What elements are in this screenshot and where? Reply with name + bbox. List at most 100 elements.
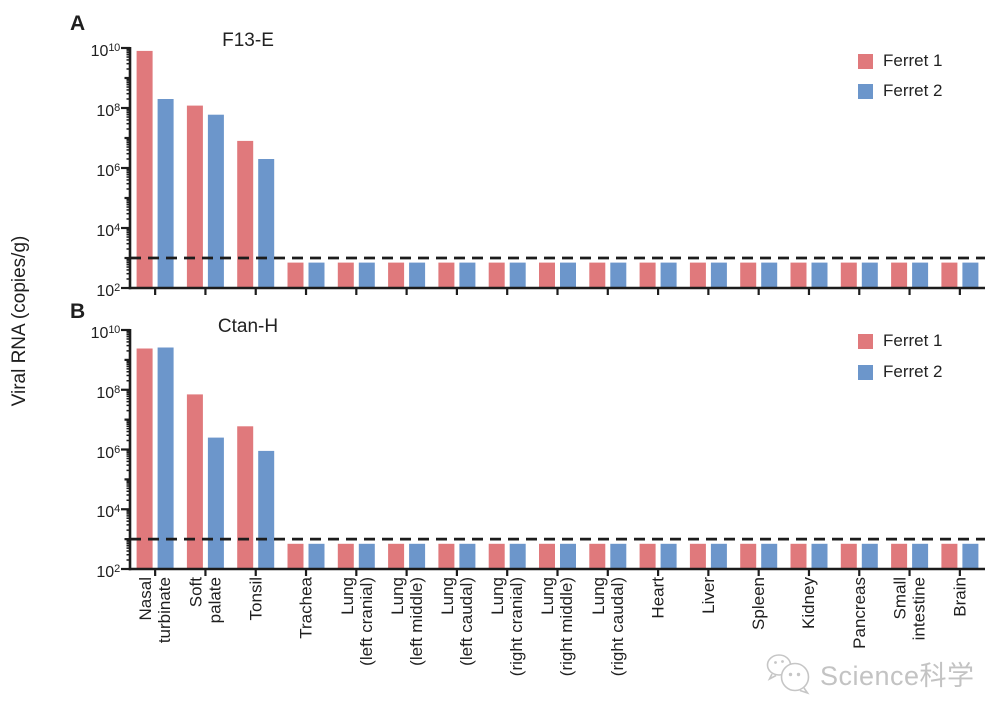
bar-B-ferret2-2 (258, 450, 275, 569)
bar-B-ferret2-9 (610, 543, 627, 569)
bar-A-ferret2-14 (861, 262, 878, 288)
bar-B-ferret2-0 (157, 347, 174, 569)
panel-B (121, 328, 985, 576)
panel-A (121, 46, 985, 295)
bar-B-ferret1-12 (740, 543, 757, 569)
bar-B-ferret2-14 (861, 543, 878, 569)
bar-A-ferret1-14 (840, 262, 857, 288)
legend-swatch-ferret2 (858, 83, 873, 99)
bar-B-ferret2-13 (811, 543, 828, 569)
chat-bubble-faces-icon (766, 654, 810, 695)
bar-B-ferret2-6 (459, 543, 476, 569)
bar-B-ferret1-13 (790, 543, 807, 569)
legend-swatch-ferret1 (858, 333, 873, 349)
watermark-text: Science科学 (820, 660, 975, 691)
bar-A-ferret2-0 (157, 99, 174, 288)
bar-A-ferret1-5 (388, 262, 405, 288)
y-tick-label-B-1e2: 102 (96, 563, 120, 581)
bar-B-ferret1-3 (287, 543, 304, 569)
legend-label-ferret2: Ferret 2 (883, 81, 943, 100)
bar-B-ferret1-8 (539, 543, 555, 569)
y-tick-label-A-1e4: 104 (96, 222, 120, 240)
bar-B-ferret1-7 (488, 543, 505, 569)
y-tick-label-B-1e10: 1010 (90, 324, 121, 342)
bar-B-ferret1-16 (941, 543, 958, 569)
bar-A-ferret1-6 (438, 262, 455, 288)
bar-A-ferret1-10 (639, 262, 656, 288)
panel-letter-b: B (70, 300, 86, 323)
legend-swatch-ferret2 (858, 364, 873, 380)
bar-A-ferret1-1 (186, 105, 203, 288)
x-axis-ticks-A (154, 288, 961, 295)
bar-A-ferret2-12 (761, 262, 778, 288)
y-tick-label-B-1e4: 104 (96, 503, 120, 522)
y-axis-ticks-A (121, 46, 130, 290)
bar-A-ferret1-2 (237, 140, 254, 288)
bar-A-ferret2-9 (610, 262, 627, 288)
bar-B-ferret1-4 (337, 543, 354, 569)
y-tick-label-B-1e8: 108 (96, 383, 120, 402)
bar-B-ferret1-2 (237, 426, 254, 569)
bar-A-ferret1-8 (539, 262, 555, 288)
bar-B-ferret1-0 (136, 348, 153, 569)
legend-label-ferret2: Ferret 2 (883, 362, 943, 381)
panel-title-a: F13-E (222, 30, 274, 51)
y-tick-label-A-1e6: 106 (96, 162, 120, 180)
bar-B-ferret1-1 (186, 394, 203, 569)
bar-B-ferret2-4 (358, 543, 375, 569)
bar-B-ferret2-12 (761, 543, 778, 569)
y-tick-label-B-1e6: 106 (96, 443, 120, 462)
bar-B-ferret2-7 (509, 543, 526, 569)
bar-A-ferret1-7 (488, 262, 505, 288)
bar-A-ferret2-13 (811, 262, 828, 288)
bars-panel-B (136, 347, 979, 569)
y-axis-ticks-B (121, 328, 130, 571)
bars-panel-A (136, 50, 979, 289)
bar-A-ferret1-16 (941, 262, 958, 288)
bar-A-ferret1-11 (689, 262, 706, 288)
watermark: Science科学 (764, 650, 975, 696)
bar-A-ferret2-3 (308, 262, 325, 288)
bar-B-ferret1-14 (840, 543, 857, 569)
legend-item-ferret2-panel-b: Ferret 2 (858, 362, 943, 382)
legend-item-ferret1-panel-b: Ferret 1 (858, 331, 943, 351)
bar-B-ferret1-15 (891, 543, 908, 569)
axes-panel-A (128, 47, 985, 290)
y-axis-title: Viral RNA (copies/g) (9, 235, 30, 407)
bar-B-ferret2-10 (660, 543, 677, 569)
bar-B-ferret2-3 (308, 543, 325, 569)
bar-B-ferret1-6 (438, 543, 455, 569)
legend-label-ferret1: Ferret 1 (883, 51, 943, 70)
legend-label-ferret1: Ferret 1 (883, 331, 943, 350)
bar-B-ferret1-5 (388, 543, 405, 569)
bar-B-ferret2-1 (207, 437, 224, 569)
bar-A-ferret1-12 (740, 262, 757, 288)
bar-A-ferret2-16 (962, 262, 979, 288)
bar-A-ferret2-11 (710, 262, 727, 288)
legend-item-ferret2-panel-a: Ferret 2 (858, 81, 943, 101)
bar-A-ferret1-9 (589, 262, 606, 288)
bar-A-ferret2-6 (459, 262, 476, 288)
legend-swatch-ferret1 (858, 53, 873, 69)
bar-A-ferret1-0 (136, 50, 153, 289)
bar-A-ferret1-4 (337, 262, 354, 288)
bar-A-ferret2-15 (912, 262, 929, 288)
legend-item-ferret1-panel-a: Ferret 1 (858, 51, 943, 71)
bar-A-ferret1-15 (891, 262, 908, 288)
panel-title-b: Ctan-H (217, 316, 279, 337)
bar-A-ferret1-13 (790, 262, 807, 288)
bar-B-ferret2-8 (560, 543, 576, 569)
bar-B-ferret2-5 (409, 543, 426, 569)
bar-A-ferret2-2 (258, 159, 275, 288)
bar-B-ferret1-10 (639, 543, 656, 569)
axes-panel-B (128, 329, 985, 571)
bar-A-ferret2-5 (409, 262, 426, 288)
bar-A-ferret1-3 (287, 262, 304, 288)
bar-A-ferret2-7 (509, 262, 526, 288)
bar-A-ferret2-1 (207, 114, 224, 288)
bar-B-ferret2-15 (912, 543, 929, 569)
panel-letter-a: A (70, 12, 86, 35)
y-tick-label-A-1e2: 102 (96, 282, 120, 300)
